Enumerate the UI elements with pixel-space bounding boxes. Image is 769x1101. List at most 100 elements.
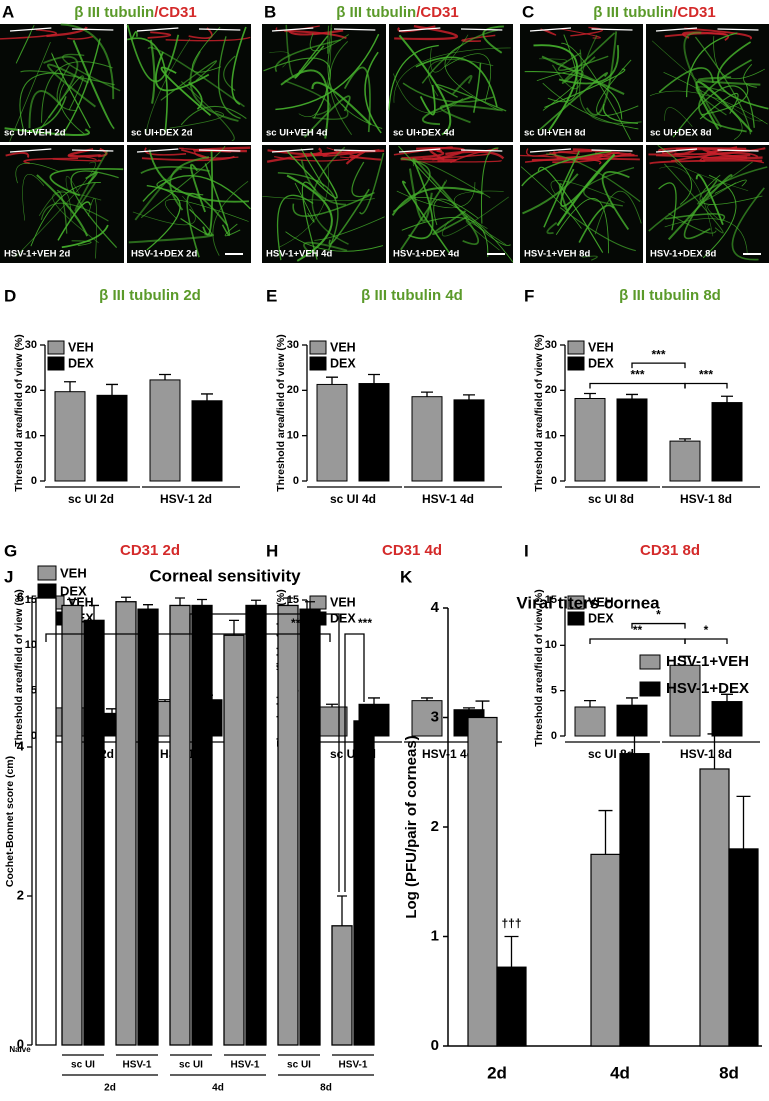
- y-tick-label: 2: [431, 818, 439, 835]
- nerve: [651, 40, 763, 122]
- x-tick-label: 2d: [104, 1083, 116, 1094]
- nerve: [578, 204, 615, 243]
- nerve: [275, 33, 380, 111]
- title-green: β III tubulin: [593, 4, 673, 21]
- nerve: [343, 66, 371, 133]
- nerve: [536, 69, 584, 111]
- x-tick-label: 8d: [320, 1083, 332, 1094]
- nerve: [695, 86, 727, 116]
- nerve: [63, 38, 101, 134]
- nerve: [433, 198, 479, 226]
- y-tick-label: 10: [25, 639, 37, 651]
- nerve-texture: [524, 26, 642, 141]
- limbus-marker: [529, 27, 572, 32]
- nerve: [140, 145, 226, 219]
- image-label: HSV-1+DEX 2d: [131, 249, 197, 260]
- nerve: [542, 82, 639, 130]
- nerve: [217, 36, 241, 120]
- chart-title: Corneal sensitivity: [149, 566, 301, 585]
- bar: [574, 397, 606, 482]
- title-green: β III tubulin: [336, 4, 416, 21]
- nerve: [278, 163, 330, 248]
- legend-label: DEX: [330, 611, 356, 625]
- image-label: sc UI+DEX 4d: [393, 128, 455, 139]
- nerve: [672, 85, 755, 138]
- nerve: [658, 67, 714, 93]
- nerve: [62, 53, 121, 92]
- limbus-marker: [271, 148, 314, 153]
- bar: [137, 608, 159, 1046]
- nerve-texture: [128, 145, 251, 258]
- limbus-marker: [271, 27, 314, 32]
- nerve: [47, 63, 97, 108]
- vessel: [540, 28, 557, 36]
- nerve: [65, 176, 81, 197]
- nerve: [558, 45, 620, 85]
- legend-label: VEH: [330, 340, 356, 354]
- y-tick-label: 1: [431, 927, 439, 944]
- error-bar: [626, 697, 638, 706]
- bar: [411, 700, 443, 737]
- legend-swatch: [567, 340, 585, 355]
- nerve: [49, 167, 124, 197]
- nerve: [277, 172, 339, 250]
- y-tick-label: 30: [287, 339, 299, 351]
- y-axis-label: Threshold area/field of view (%): [533, 589, 545, 747]
- limbus-marker: [9, 148, 52, 153]
- y-tick-label: 6: [17, 589, 24, 604]
- nerve: [398, 145, 511, 246]
- error-bar: [89, 604, 99, 621]
- micrograph: [389, 145, 513, 263]
- panel-letter: I: [524, 541, 529, 560]
- micrograph: [262, 24, 386, 142]
- bar: [358, 383, 390, 482]
- panel-title: β III tubulin/CD31: [336, 4, 459, 21]
- legend-label: HSV-1+VEH: [666, 653, 749, 670]
- x-tick-label: sc UI: [71, 1060, 95, 1071]
- nerve: [664, 218, 748, 255]
- significance-bracket: [45, 613, 340, 892]
- nerve: [648, 166, 768, 232]
- error-bar: [326, 376, 338, 385]
- legend-label: DEX: [588, 611, 614, 625]
- nerve: [465, 220, 507, 251]
- nerve: [685, 32, 738, 98]
- legend-swatch: [567, 611, 585, 626]
- chart-title: CD31 4d: [382, 542, 442, 559]
- nerve: [180, 106, 247, 126]
- vessel: [23, 157, 79, 165]
- limbus-marker: [717, 28, 759, 31]
- legend-label: DEX: [60, 583, 87, 598]
- nerve: [212, 180, 249, 256]
- nerve: [441, 196, 509, 237]
- legend-swatch: [37, 583, 57, 599]
- nerve: [521, 150, 612, 187]
- vessel: [400, 158, 457, 163]
- nerve: [601, 171, 630, 231]
- nerve: [452, 74, 473, 95]
- limbus-marker: [198, 149, 241, 152]
- error-bar: [359, 705, 369, 721]
- x-tick-label: 8d: [719, 1063, 739, 1082]
- title-red: /CD31: [673, 4, 716, 21]
- nerve: [40, 202, 109, 222]
- panel-letter: B: [264, 2, 276, 21]
- nerve: [292, 193, 372, 217]
- vessel: [301, 150, 354, 157]
- bar: [277, 604, 299, 1046]
- error-bar: [121, 596, 131, 602]
- nerve: [413, 158, 480, 246]
- nerve: [664, 107, 693, 127]
- nerve: [522, 173, 579, 215]
- bar: [54, 391, 86, 482]
- limbus-marker: [591, 28, 633, 31]
- nerve-texture: [5, 147, 124, 259]
- nerve: [555, 198, 609, 254]
- limbus-marker: [655, 148, 698, 153]
- micrograph: [389, 24, 513, 142]
- image-label: sc UI+DEX 2d: [131, 128, 193, 139]
- nerve: [294, 35, 329, 79]
- error-bar: [337, 895, 347, 926]
- nerve: [189, 50, 239, 122]
